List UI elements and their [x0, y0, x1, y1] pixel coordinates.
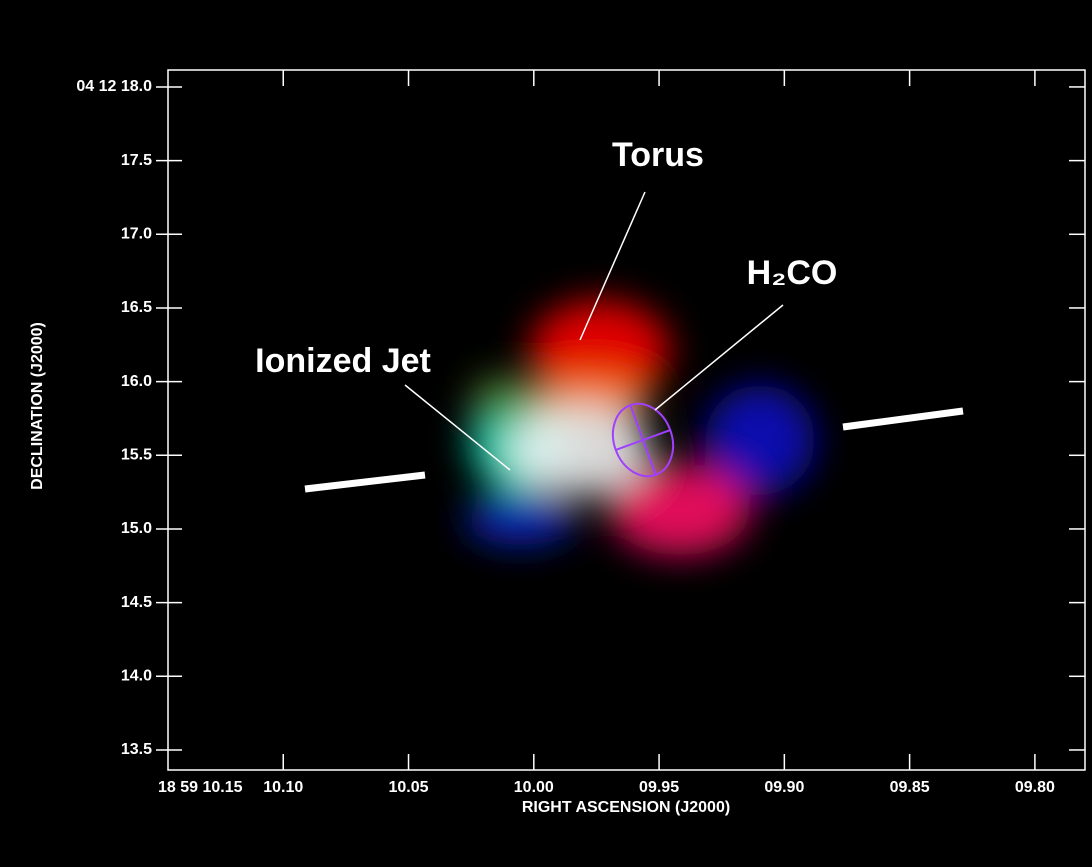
x-tick-label: 09.85 — [890, 779, 930, 796]
x-tick-label: 09.95 — [639, 779, 679, 796]
x-tick-label: 10.05 — [389, 779, 429, 796]
x-tick-label: 10.00 — [514, 779, 554, 796]
annotation: Torus — [612, 136, 704, 174]
y-tick-label: 15.0 — [121, 520, 152, 537]
annotation: H₂CO — [747, 254, 838, 292]
x-tick-label: 18 59 10.15 — [158, 779, 243, 796]
annotation-pointer — [654, 304, 784, 411]
y-tick-label: 04 12 18.0 — [76, 78, 152, 95]
y-tick-label: 15.5 — [121, 447, 152, 464]
jet-axis-bar — [304, 471, 426, 493]
y-tick-label: 17.5 — [121, 152, 152, 169]
annotation-pointer — [579, 191, 646, 341]
y-tick-label: 16.5 — [121, 299, 152, 316]
y-tick-label: 16.0 — [121, 373, 152, 390]
plot-frame — [167, 69, 1086, 771]
beam-ellipse — [611, 402, 675, 478]
y-tick-label: 17.0 — [121, 225, 152, 242]
jet-axis-bar — [842, 407, 964, 431]
x-axis-label: RIGHT ASCENSION (J2000) — [522, 799, 730, 816]
annotation: Ionized Jet — [255, 342, 431, 380]
x-tick-label: 10.10 — [263, 779, 303, 796]
x-tick-label: 09.80 — [1015, 779, 1055, 796]
y-tick-label: 13.5 — [121, 741, 152, 758]
x-tick-label: 09.90 — [764, 779, 804, 796]
y-tick-label: 14.5 — [121, 594, 152, 611]
annotation-pointer — [404, 384, 511, 471]
y-axis-label: DECLINATION (J2000) — [29, 322, 46, 490]
y-tick-label: 14.0 — [121, 668, 152, 685]
